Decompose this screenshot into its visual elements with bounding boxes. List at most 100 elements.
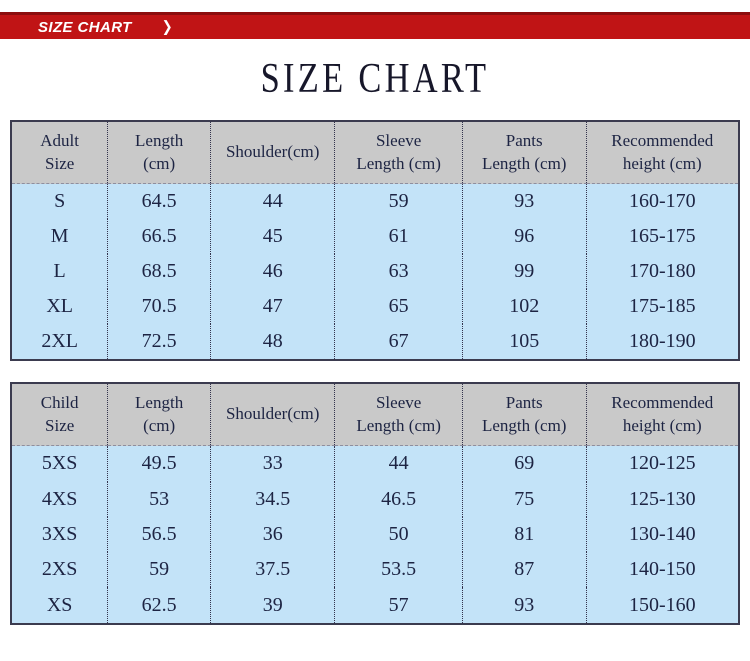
length-cell: 66.5 <box>107 219 211 254</box>
col-header-pants: Pants Length (cm) <box>461 383 587 446</box>
pants-cell: 105 <box>461 323 587 360</box>
header-text: Adult <box>40 131 80 151</box>
sleeve-cell: 67 <box>334 323 463 360</box>
col-header-shoulder: Shoulder(cm) <box>209 121 335 184</box>
shoulder-cell: 39 <box>209 587 335 624</box>
pants-cell: 81 <box>461 516 587 552</box>
header-text: Pants <box>505 131 543 151</box>
length-cell: 49.5 <box>107 445 211 482</box>
shoulder-cell: 34.5 <box>209 481 335 517</box>
size-row: 4XS 53 34.5 46.5 75 125-130 <box>11 481 739 517</box>
col-header-pants: Pants Length (cm) <box>461 121 587 184</box>
height-cell: 125-130 <box>585 481 739 517</box>
height-cell: 160-170 <box>585 183 739 220</box>
size-row: 5XS 49.5 33 44 69 120-125 <box>11 445 739 482</box>
header-text: Child <box>40 393 79 413</box>
length-cell: 64.5 <box>107 183 211 220</box>
sleeve-cell: 63 <box>334 253 463 289</box>
col-header-adult-size: Adult Size <box>11 121 108 184</box>
adult-header-row: Adult Size Length (cm) Shoulder(cm) Slee… <box>11 121 739 184</box>
shoulder-cell: 45 <box>209 219 335 254</box>
header-text: Recommended <box>611 393 714 413</box>
header-text: height (cm) <box>622 415 702 435</box>
header-text: Sleeve <box>375 131 422 151</box>
size-row: L 68.5 46 63 99 170-180 <box>11 253 739 289</box>
sleeve-cell: 65 <box>334 288 463 324</box>
header-text: Length (cm) <box>481 415 567 435</box>
pants-cell: 75 <box>461 481 587 517</box>
col-header-sleeve: Sleeve Length (cm) <box>334 121 463 184</box>
height-cell: 140-150 <box>585 551 739 588</box>
pants-cell: 87 <box>461 551 587 588</box>
header-text: Pants <box>505 393 543 413</box>
sleeve-cell: 61 <box>334 219 463 254</box>
size-row: 2XS 59 37.5 53.5 87 140-150 <box>11 551 739 588</box>
header-text: (cm) <box>143 415 176 435</box>
size-row: 2XL 72.5 48 67 105 180-190 <box>11 323 739 360</box>
shoulder-cell: 33 <box>209 445 335 482</box>
adult-size-table: Adult Size Length (cm) Shoulder(cm) Slee… <box>10 120 740 361</box>
height-cell: 120-125 <box>585 445 739 482</box>
sleeve-cell: 44 <box>334 445 463 482</box>
chevron-right-icon: ❯ <box>161 18 173 36</box>
size-row: XS 62.5 39 57 93 150-160 <box>11 587 739 624</box>
size-cell: S <box>11 183 108 220</box>
header-text: Size <box>45 153 75 173</box>
size-cell: XS <box>11 587 108 624</box>
shoulder-cell: 48 <box>209 323 335 360</box>
header-text: Recommended <box>611 131 714 151</box>
pants-cell: 69 <box>461 445 587 482</box>
length-cell: 70.5 <box>107 288 211 324</box>
sleeve-cell: 46.5 <box>334 481 463 517</box>
height-cell: 150-160 <box>585 587 739 624</box>
size-cell: 2XL <box>11 323 108 360</box>
col-header-sleeve: Sleeve Length (cm) <box>334 383 463 446</box>
col-header-height: Recommended height (cm) <box>585 383 739 446</box>
child-size-table: Child Size Length (cm) Shoulder(cm) Slee… <box>10 382 740 625</box>
header-text: Sleeve <box>375 393 422 413</box>
shoulder-cell: 46 <box>209 253 335 289</box>
shoulder-cell: 37.5 <box>209 551 335 588</box>
length-cell: 59 <box>107 551 211 588</box>
col-header-length: Length (cm) <box>107 121 211 184</box>
size-cell: M <box>11 219 108 254</box>
sleeve-cell: 57 <box>334 587 463 624</box>
size-cell: XL <box>11 288 108 324</box>
length-cell: 62.5 <box>107 587 211 624</box>
pants-cell: 96 <box>461 219 587 254</box>
size-chart-banner: SIZE CHART ❯ <box>0 12 750 39</box>
header-text: Shoulder(cm) <box>225 142 320 162</box>
col-header-length: Length (cm) <box>107 383 211 446</box>
header-text: Size <box>45 415 75 435</box>
size-row: XL 70.5 47 65 102 175-185 <box>11 288 739 324</box>
length-cell: 68.5 <box>107 253 211 289</box>
col-header-height: Recommended height (cm) <box>585 121 739 184</box>
height-cell: 165-175 <box>585 219 739 254</box>
size-cell: L <box>11 253 108 289</box>
height-cell: 130-140 <box>585 516 739 552</box>
child-header-row: Child Size Length (cm) Shoulder(cm) Slee… <box>11 383 739 446</box>
shoulder-cell: 44 <box>209 183 335 220</box>
banner-label: SIZE CHART <box>38 18 132 36</box>
pants-cell: 93 <box>461 183 587 220</box>
pants-cell: 93 <box>461 587 587 624</box>
header-text: height (cm) <box>622 153 702 173</box>
sleeve-cell: 53.5 <box>334 551 463 588</box>
header-text: Shoulder(cm) <box>225 404 320 424</box>
height-cell: 175-185 <box>585 288 739 324</box>
size-row: M 66.5 45 61 96 165-175 <box>11 219 739 254</box>
size-cell: 5XS <box>11 445 108 482</box>
sleeve-cell: 59 <box>334 183 463 220</box>
header-text: (cm) <box>143 153 176 173</box>
shoulder-cell: 47 <box>209 288 335 324</box>
size-cell: 2XS <box>11 551 108 588</box>
height-cell: 170-180 <box>585 253 739 289</box>
header-text: Length (cm) <box>356 415 441 435</box>
page-title: SIZE CHART <box>260 56 490 102</box>
sleeve-cell: 50 <box>334 516 463 552</box>
height-cell: 180-190 <box>585 323 739 360</box>
size-row: S 64.5 44 59 93 160-170 <box>11 183 739 220</box>
size-row: 3XS 56.5 36 50 81 130-140 <box>11 516 739 552</box>
size-cell: 3XS <box>11 516 108 552</box>
